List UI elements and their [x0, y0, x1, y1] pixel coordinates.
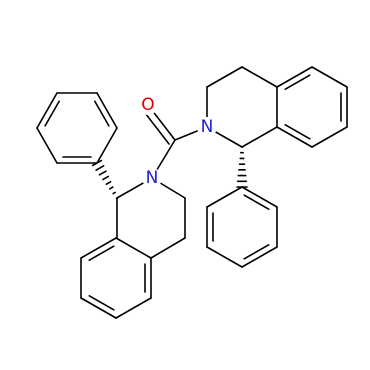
bond: [80, 237, 117, 259]
bond: [311, 126, 348, 148]
bond: [206, 186, 243, 208]
label-mask: [138, 95, 158, 115]
bond: [88, 245, 115, 261]
bond: [36, 127, 58, 164]
bond: [206, 66, 243, 88]
bond: [150, 237, 186, 259]
atom-label: N: [201, 117, 214, 137]
bond: [102, 175, 110, 181]
bond: [112, 191, 116, 195]
bond: [44, 100, 60, 127]
bond: [284, 74, 311, 90]
bond: [108, 186, 114, 190]
bond: [284, 124, 311, 140]
label-mask: [142, 168, 162, 188]
bonds: [36, 66, 348, 319]
bond: [243, 244, 270, 260]
bond: [95, 165, 105, 171]
bond: [311, 66, 348, 88]
bond: [36, 92, 58, 129]
bond: [115, 237, 152, 259]
bond: [115, 297, 152, 319]
bond: [241, 126, 278, 148]
bond: [98, 170, 107, 176]
atom-labels: O N N: [138, 95, 217, 188]
bond: [96, 127, 118, 164]
bond: [241, 186, 278, 208]
bond: [80, 297, 117, 319]
bond: [206, 246, 243, 268]
label-mask: [197, 117, 217, 137]
bond: [243, 194, 270, 210]
atom-label: O: [141, 95, 154, 115]
bond: [276, 66, 313, 88]
bond: [96, 92, 118, 129]
bond: [94, 100, 110, 127]
bond: [241, 66, 278, 88]
bond: [276, 126, 313, 148]
bond: [105, 180, 112, 186]
bond: [241, 246, 278, 268]
bond: [88, 295, 115, 311]
atom-label: N: [146, 168, 159, 188]
